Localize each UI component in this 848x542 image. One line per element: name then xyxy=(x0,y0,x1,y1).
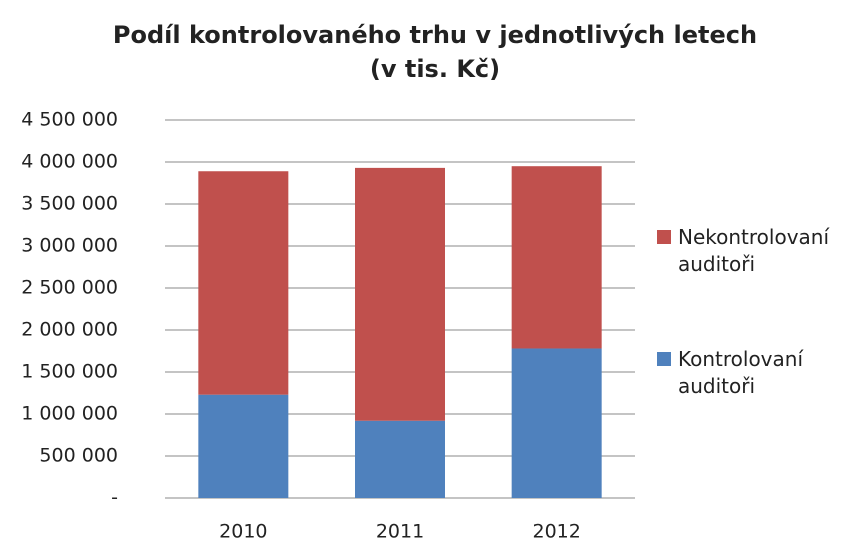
y-tick-label: 3 500 000 xyxy=(21,193,118,215)
x-tick-label: 2010 xyxy=(219,521,267,542)
y-tick-label: 4 500 000 xyxy=(21,109,118,131)
y-tick-label: 1 500 000 xyxy=(21,361,118,383)
chart-title: Podíl kontrolovaného trhu v jednotlivých… xyxy=(113,21,757,49)
legend-swatch xyxy=(657,230,671,244)
legend-swatch xyxy=(657,352,671,366)
y-tick-label: 500 000 xyxy=(39,445,118,467)
x-tick-label: 2012 xyxy=(532,521,580,542)
legend-label: Nekontrolovaní auditoři xyxy=(678,225,830,276)
y-tick-label: 2 000 000 xyxy=(21,319,118,341)
bar-segment xyxy=(511,166,602,349)
bar-segment xyxy=(198,171,289,395)
y-tick-label: 2 500 000 xyxy=(21,277,118,299)
y-tick-label: 3 000 000 xyxy=(21,235,118,257)
y-tick-label: 1 000 000 xyxy=(21,403,118,425)
y-tick-label: 4 000 000 xyxy=(21,151,118,173)
bar-segment xyxy=(355,420,445,498)
bar-segment xyxy=(198,394,289,498)
bar-segment xyxy=(355,167,445,421)
y-tick-label: - xyxy=(111,487,118,509)
bar-segment xyxy=(511,348,602,498)
legend-label: Kontrolovaní auditoři xyxy=(678,347,804,398)
chart-subtitle: (v tis. Kč) xyxy=(370,55,500,83)
x-tick-label: 2011 xyxy=(376,521,424,542)
